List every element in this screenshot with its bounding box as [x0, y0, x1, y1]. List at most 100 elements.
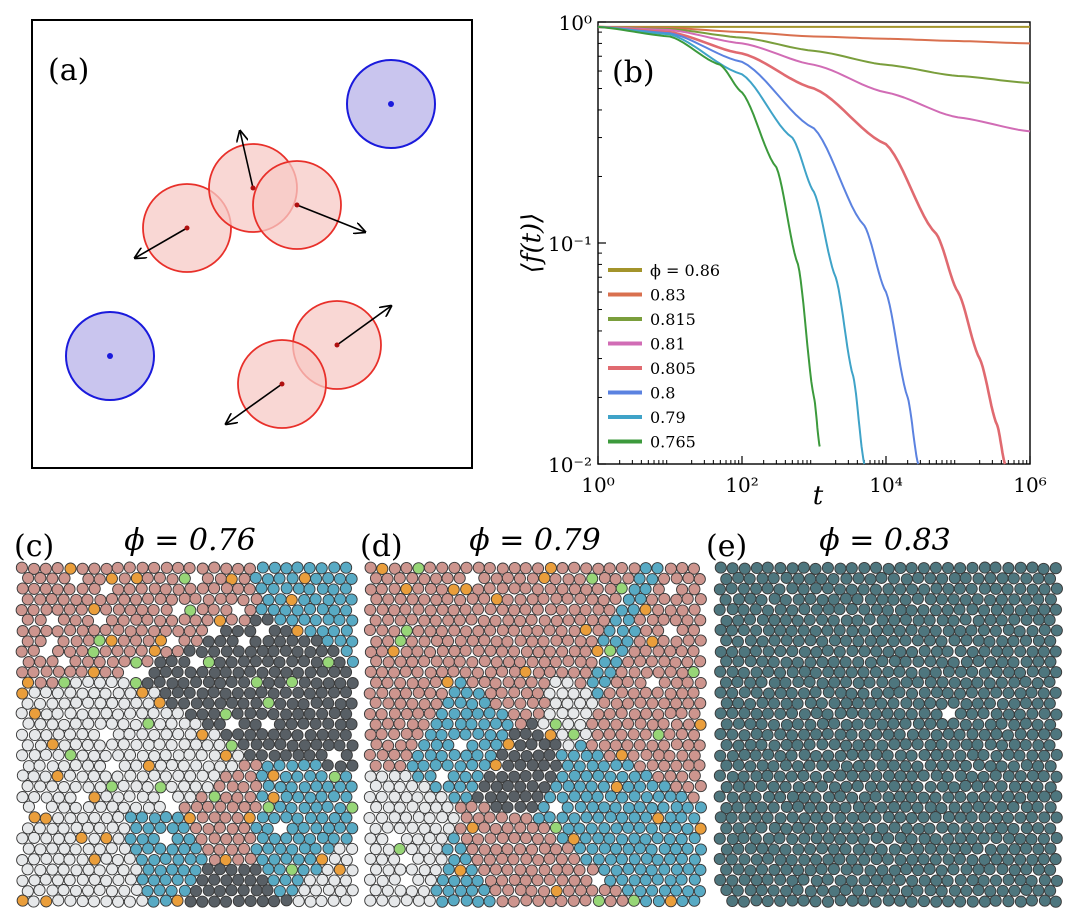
particle — [315, 748, 328, 762]
particle — [591, 790, 604, 803]
particle — [1038, 811, 1051, 824]
particle — [561, 759, 574, 772]
particle — [780, 571, 793, 584]
particle — [887, 593, 900, 606]
particle — [893, 790, 907, 803]
particle — [454, 822, 467, 835]
particle — [27, 853, 41, 866]
particle — [1037, 562, 1050, 575]
particle — [852, 656, 865, 669]
particle — [412, 603, 425, 616]
particle — [213, 780, 226, 793]
particle — [495, 686, 508, 699]
particle — [840, 697, 853, 710]
particle — [640, 748, 653, 761]
particle — [561, 697, 574, 710]
particle — [130, 656, 143, 669]
particle — [1043, 739, 1056, 752]
particle — [256, 831, 269, 845]
particle — [726, 707, 739, 720]
particle — [130, 759, 143, 772]
particle — [688, 707, 701, 720]
particle — [918, 644, 931, 658]
particle — [791, 718, 804, 731]
particle — [657, 613, 670, 626]
particle — [732, 571, 745, 584]
particle — [454, 634, 467, 647]
particle — [894, 749, 907, 762]
particle — [484, 603, 497, 616]
particle — [165, 780, 178, 793]
particle — [821, 624, 834, 637]
particle — [858, 874, 871, 887]
particle — [274, 800, 287, 813]
particle — [598, 696, 611, 709]
particle — [543, 791, 557, 804]
particle — [490, 800, 503, 813]
particle — [346, 842, 359, 855]
particle — [262, 696, 275, 709]
particle — [750, 582, 763, 595]
particle — [220, 728, 233, 741]
particle — [682, 572, 695, 585]
particle — [774, 853, 787, 866]
particle — [28, 707, 41, 720]
particle — [22, 717, 35, 730]
particle — [714, 707, 727, 720]
particle — [822, 686, 835, 699]
particle — [159, 583, 172, 596]
particle — [972, 655, 985, 668]
particle — [526, 696, 539, 709]
particle — [57, 822, 70, 835]
particle — [94, 593, 107, 607]
particle — [196, 728, 209, 741]
particle — [579, 832, 592, 845]
particle — [604, 895, 617, 908]
particle — [947, 614, 960, 627]
particle — [900, 863, 913, 876]
particle — [785, 853, 798, 867]
particle — [129, 593, 143, 606]
particle — [774, 562, 787, 575]
particle — [585, 822, 598, 835]
particle — [1007, 800, 1020, 814]
particle — [882, 769, 895, 782]
particle — [556, 707, 569, 720]
particle — [761, 561, 774, 574]
particle — [340, 790, 353, 804]
particle — [112, 749, 125, 762]
particle — [821, 895, 835, 908]
particle — [514, 759, 527, 772]
particle — [118, 572, 131, 585]
particle — [857, 707, 870, 720]
particle — [663, 728, 676, 741]
particle — [767, 655, 780, 669]
particle — [112, 728, 125, 741]
particle — [387, 666, 401, 679]
particle — [761, 707, 774, 720]
particle — [768, 592, 781, 605]
particle — [942, 665, 955, 678]
particle — [466, 884, 479, 897]
particle — [726, 832, 739, 846]
particle — [918, 728, 931, 741]
particle — [34, 572, 47, 585]
particle — [1020, 655, 1033, 668]
particle — [744, 884, 757, 897]
particle — [489, 697, 502, 710]
particle — [827, 655, 840, 669]
particle — [996, 635, 1009, 648]
particle — [327, 832, 340, 845]
particle — [616, 644, 629, 657]
particle — [219, 895, 233, 908]
particle — [237, 781, 250, 794]
particle — [562, 614, 575, 627]
particle — [737, 624, 750, 637]
particle — [810, 646, 823, 659]
particle — [429, 822, 442, 835]
particle — [297, 864, 310, 877]
particle — [225, 696, 239, 709]
particle — [792, 572, 805, 585]
particle — [1014, 561, 1027, 574]
